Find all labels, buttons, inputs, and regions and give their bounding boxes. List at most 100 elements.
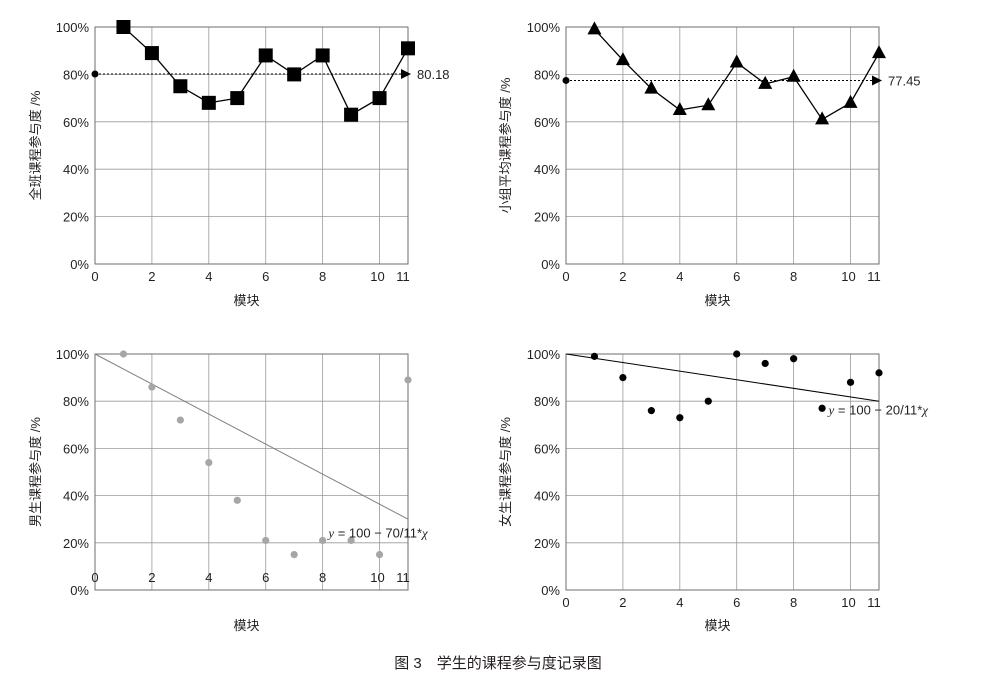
data-point: [347, 536, 355, 545]
x-axis-label: 模块: [233, 293, 259, 308]
data-point-triangle: [872, 45, 886, 59]
trend-line: [94, 353, 409, 520]
data-point-triangle: [815, 111, 830, 125]
data-point: [875, 369, 883, 377]
y-axis-label: 女生课程参与度 /%: [498, 417, 513, 527]
x-tick-label: 0: [91, 570, 98, 585]
data-point: [846, 378, 855, 386]
x-tick-label: 11: [867, 269, 881, 284]
reference-value-label: 80.18: [417, 67, 450, 82]
data-point: [233, 496, 241, 504]
data-point-triangle: [786, 68, 801, 82]
y-tick-label: 60%: [534, 441, 560, 456]
data-point: [319, 536, 327, 545]
data-point-square: [144, 46, 159, 61]
y-tick-label: 60%: [63, 115, 89, 130]
y-tick-label: 100%: [527, 20, 561, 35]
x-tick-label: 11: [396, 269, 410, 284]
data-point-square: [372, 91, 387, 106]
y-tick-label: 80%: [63, 67, 89, 82]
x-tick-label: 10: [370, 269, 384, 284]
data-point-triangle: [729, 54, 744, 68]
x-tick-label: 8: [790, 269, 797, 284]
plot-frame: [565, 26, 880, 265]
y-tick-label: 40%: [534, 489, 560, 504]
x-tick-label: 10: [841, 595, 855, 610]
grid: [565, 26, 880, 265]
reference-arrow: [401, 68, 411, 79]
x-tick-label: 8: [790, 595, 797, 610]
data-point-square: [287, 67, 302, 82]
data-point: [676, 414, 684, 422]
y-tick-label: 60%: [534, 115, 560, 130]
y-tick-label: 0%: [70, 257, 89, 272]
y-tick-label: 20%: [63, 536, 89, 551]
x-tick-label: 0: [91, 269, 98, 284]
data-point: [119, 350, 128, 358]
data-point-square: [201, 95, 216, 110]
series-marks: 77.45: [562, 21, 921, 125]
y-tick-label: 100%: [56, 347, 90, 362]
y-axis-label: 男生课程参与度 /%: [28, 417, 43, 527]
x-tick-labels: 0 2 4 6 8 10 11: [562, 595, 880, 610]
x-tick-label: 2: [619, 269, 626, 284]
data-point-triangle: [672, 101, 687, 115]
plot-frame: [94, 353, 409, 591]
x-axis-label: 模块: [704, 618, 730, 633]
reference-arrow: [872, 75, 882, 86]
data-point-square: [401, 41, 415, 56]
x-tick-label: 2: [148, 269, 155, 284]
x-tick-label: 2: [148, 570, 155, 585]
data-point: [704, 397, 712, 405]
grid: [94, 26, 409, 265]
data-point-square: [344, 107, 359, 122]
data-point: [619, 374, 627, 382]
y-tick-labels: 0% 20% 40% 60% 80% 100%: [56, 347, 90, 598]
data-point: [148, 383, 156, 391]
trend-equation-label: y = 100 − 70/11*χ: [326, 525, 428, 540]
y-axis-label: 小组平均课程参与度 /%: [498, 77, 513, 213]
x-tick-label: 11: [396, 570, 410, 585]
data-point: [375, 551, 384, 559]
series-marks: y = 100 − 20/11*χ: [565, 350, 929, 422]
y-tick-label: 80%: [534, 394, 560, 409]
x-tick-label: 4: [676, 595, 683, 610]
data-point: [590, 352, 599, 360]
x-tick-label: 11: [867, 595, 881, 610]
data-point-triangle: [701, 97, 716, 111]
data-point-square: [230, 91, 245, 106]
x-tick-labels: 0 2 4 6 8 10 11: [91, 570, 409, 585]
y-tick-labels: 0% 20% 40% 60% 80% 100%: [56, 20, 90, 272]
y-tick-labels: 0% 20% 40% 60% 80% 100%: [527, 20, 561, 272]
data-point: [404, 376, 412, 384]
chart-group-participation: 0% 20% 40% 60% 80% 100% 0 2 4 6 8 10 11 小组平均课程参与度 /…: [498, 20, 921, 308]
y-tick-label: 40%: [63, 162, 89, 177]
trend-equation-label: y = 100 − 20/11*χ: [827, 403, 929, 418]
x-tick-label: 6: [262, 269, 269, 284]
x-tick-label: 4: [205, 269, 212, 284]
reference-start-dot: [91, 70, 99, 78]
x-tick-label: 10: [370, 570, 384, 585]
data-point-square: [315, 48, 330, 63]
data-point-square: [173, 79, 188, 94]
y-tick-label: 80%: [534, 67, 560, 82]
trend-line: [565, 353, 880, 402]
data-point: [761, 359, 769, 368]
y-tick-label: 40%: [534, 162, 560, 177]
x-tick-label: 8: [319, 570, 326, 585]
y-tick-label: 0%: [70, 583, 89, 598]
y-tick-label: 20%: [63, 210, 89, 225]
x-axis-label: 模块: [704, 293, 730, 308]
data-point: [818, 404, 826, 412]
data-point: [733, 350, 741, 358]
series-marks: 80.18: [91, 20, 450, 122]
x-axis-label: 模块: [233, 618, 259, 633]
y-tick-label: 0%: [541, 257, 560, 272]
data-point-triangle: [615, 52, 630, 66]
chart-boys-participation: 0%20%40%60%80%100% 0 2 4 6 8 10 11 男生课程参与度 /% …: [28, 347, 428, 633]
x-tick-labels: 0 2 4 6 8 10 11: [91, 269, 409, 284]
x-tick-label: 0: [562, 269, 569, 284]
x-tick-label: 2: [619, 595, 626, 610]
x-tick-label: 8: [319, 269, 326, 284]
data-point-triangle: [644, 80, 659, 94]
